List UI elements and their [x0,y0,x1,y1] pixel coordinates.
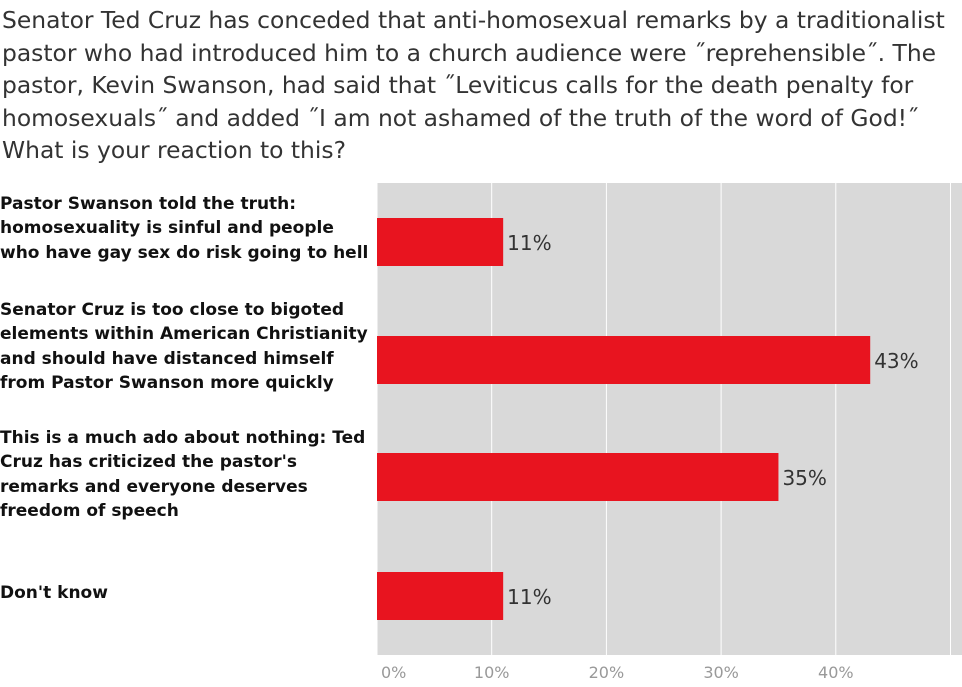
category-label: This is a much ado about nothing: Ted Cr… [0,428,366,522]
chart-title: Senator Ted Cruz has conceded that anti-… [2,6,945,165]
x-tick-label: 20% [589,663,625,682]
x-tick-label: 10% [474,663,510,682]
data-label: 11% [507,231,551,255]
x-tick-label: 0% [381,663,406,682]
bar [377,453,779,501]
x-tick-label: 30% [703,663,739,682]
bar [377,336,871,384]
bar [377,218,504,266]
data-label: 11% [507,585,551,609]
category-label: Don't know [0,583,108,603]
x-tick-label: 40% [818,663,854,682]
category-label: Pastor Swanson told the truth: homosexua… [0,194,369,263]
data-label: 35% [782,466,826,490]
data-label: 43% [874,349,918,373]
bar [377,572,504,620]
category-label: Senator Cruz is too close to bigoted ele… [0,300,368,394]
